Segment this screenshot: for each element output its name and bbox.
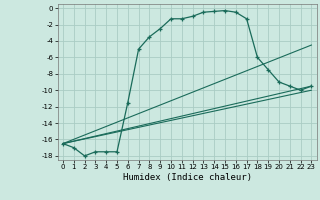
X-axis label: Humidex (Indice chaleur): Humidex (Indice chaleur): [123, 173, 252, 182]
